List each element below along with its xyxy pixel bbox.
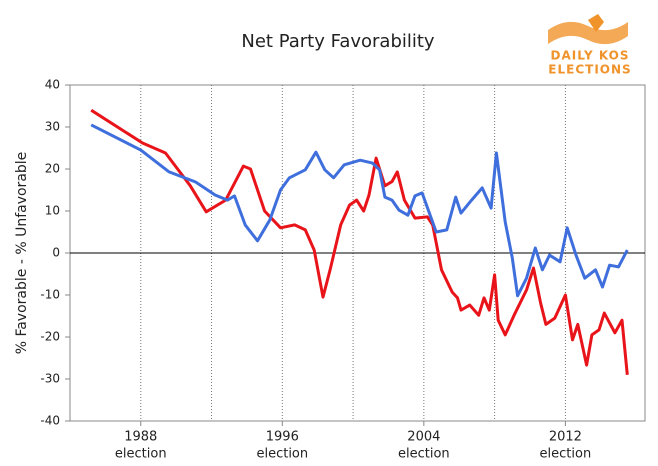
x-tick-label: 2012: [549, 430, 582, 445]
y-tick-label: -10: [40, 288, 60, 302]
y-axis-label: % Favorable - % Unfavorable: [14, 152, 30, 355]
y-tick-label: -40: [40, 414, 60, 428]
series-line: [90, 123, 629, 298]
logo: DAILY KOS ELECTIONS: [548, 14, 631, 77]
logo-text: ELECTIONS: [548, 63, 631, 77]
x-tick-sublabel: election: [398, 447, 450, 462]
x-tick-sublabel: election: [540, 447, 592, 462]
logo-flag: [548, 21, 628, 45]
y-tick-label: -30: [40, 372, 60, 386]
x-tick-sublabel: election: [256, 447, 308, 462]
series-line: [90, 108, 629, 375]
logo-text: DAILY KOS: [551, 49, 630, 63]
chart-title: Net Party Favorability: [241, 31, 435, 52]
x-tick-label: 1996: [266, 430, 299, 445]
y-tick-label: 0: [52, 246, 60, 260]
x-tick-sublabel: election: [115, 447, 167, 462]
y-tick-label: 30: [45, 120, 60, 134]
y-tick-label: -20: [40, 330, 60, 344]
logo-bird: [588, 14, 604, 32]
x-tick-label: 2004: [407, 430, 440, 445]
y-tick-label: 20: [45, 162, 60, 176]
y-tick-label: 40: [45, 78, 60, 92]
x-tick-label: 1988: [124, 430, 157, 445]
y-tick-label: 10: [45, 204, 60, 218]
